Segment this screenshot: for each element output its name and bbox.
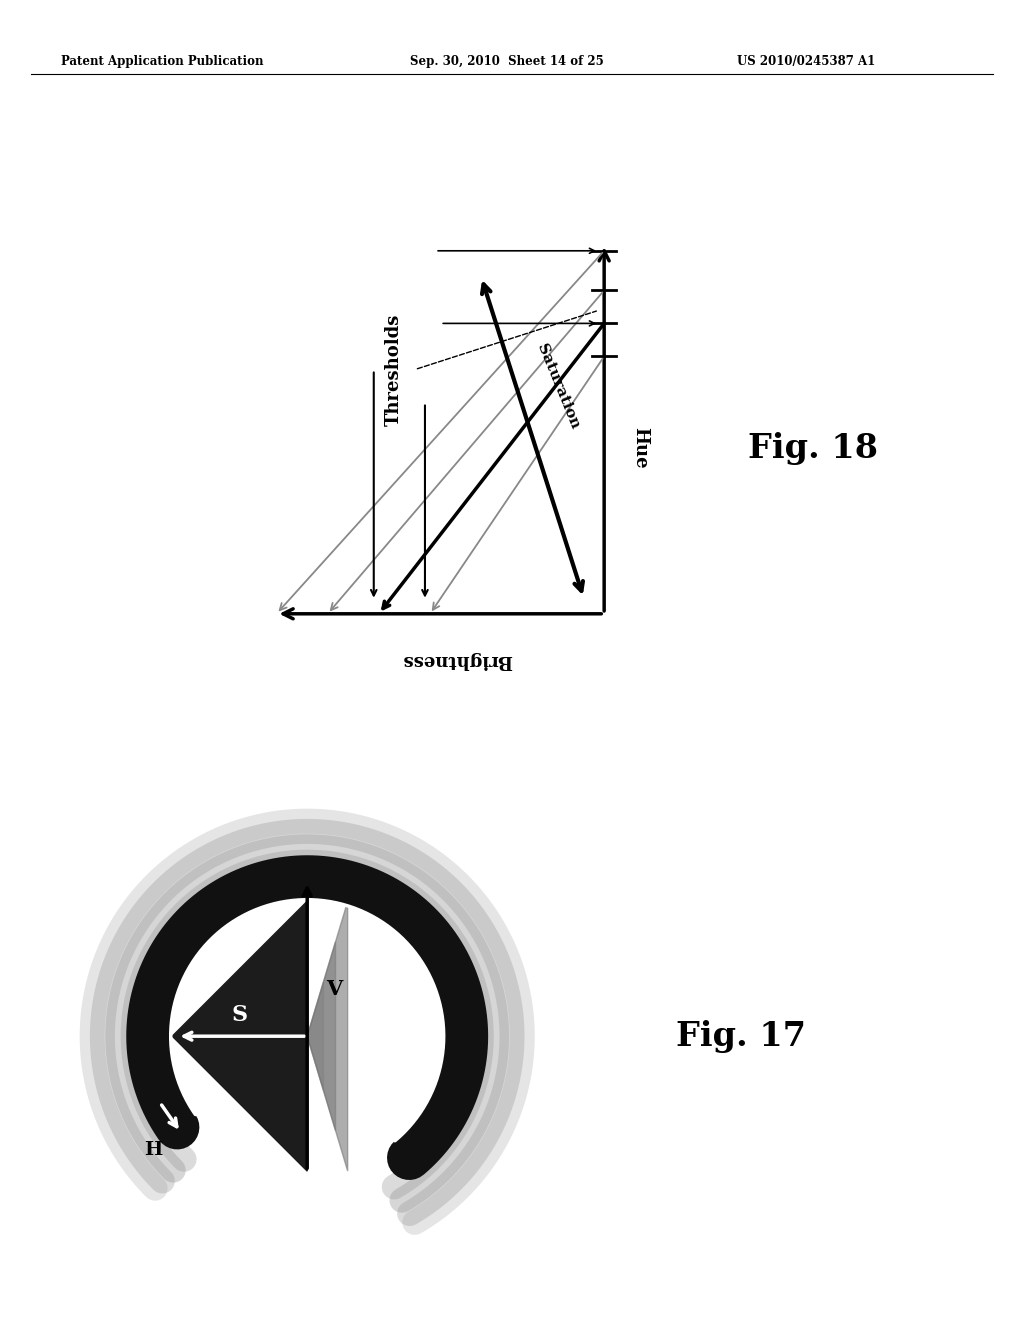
Text: Fig. 17: Fig. 17 (676, 1019, 806, 1053)
Text: Fig. 18: Fig. 18 (748, 433, 878, 465)
Text: Patent Application Publication: Patent Application Publication (61, 55, 264, 69)
Text: US 2010/0245387 A1: US 2010/0245387 A1 (737, 55, 876, 69)
Text: Saturation: Saturation (535, 342, 582, 430)
Text: Hue: Hue (631, 426, 649, 469)
Text: V: V (326, 979, 342, 999)
Text: Brightness: Brightness (401, 651, 512, 669)
Text: Thresholds: Thresholds (385, 313, 403, 426)
Polygon shape (307, 902, 348, 1171)
Polygon shape (172, 902, 307, 1171)
Text: H: H (144, 1142, 163, 1159)
Polygon shape (307, 941, 336, 1131)
Text: Sep. 30, 2010  Sheet 14 of 25: Sep. 30, 2010 Sheet 14 of 25 (410, 55, 603, 69)
Text: S: S (231, 1003, 248, 1026)
Polygon shape (307, 982, 324, 1090)
